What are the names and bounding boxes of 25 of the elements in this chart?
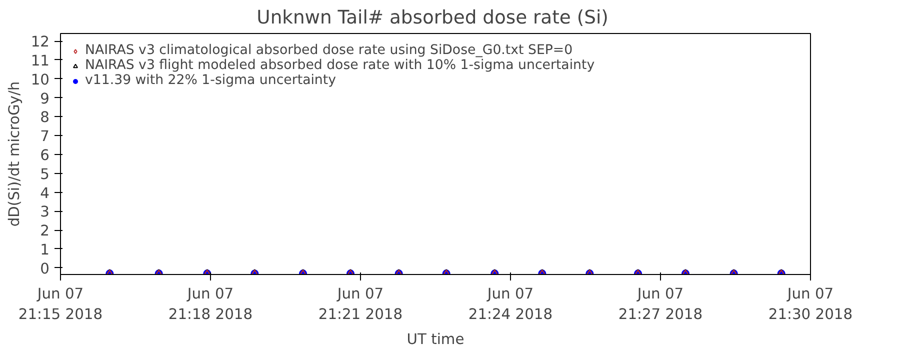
y-tick-label: 5: [40, 166, 50, 183]
y-tick-label: 1: [40, 241, 50, 258]
x-tick-label: Jun 07 21:30 2018: [768, 286, 853, 323]
y-tick-label: 4: [40, 184, 50, 202]
x-tick-label: Jun 07 21:24 2018: [468, 286, 553, 323]
y-tick-label: 8: [40, 109, 50, 126]
x-axis-title: UT time: [406, 330, 464, 348]
y-tick-label: 9: [40, 90, 50, 108]
y-tick-label: 12: [30, 34, 50, 51]
x-tick-label: Jun 07 21:15 2018: [18, 286, 103, 323]
y-tick-label: 11: [30, 52, 50, 70]
y-tick-label: 0: [40, 260, 50, 278]
x-tick-label: Jun 07 21:21 2018: [318, 286, 403, 323]
chart-title: Unknwn Tail# absorbed dose rate (Si): [256, 8, 608, 28]
y-tick-label: 7: [40, 128, 50, 146]
x-tick-label: Jun 07 21:27 2018: [618, 286, 703, 323]
y-tick-label: 6: [40, 146, 50, 164]
legend-label: v11.39 with 22% 1-sigma uncertainty: [85, 73, 336, 88]
y-tick-label: 2: [40, 222, 50, 240]
y-axis-title: dD(Si)/dt microGy/h: [6, 81, 23, 227]
y-tick-label: 10: [30, 71, 50, 88]
y-tick-label: 3: [40, 204, 50, 221]
legend-label: NAIRAS v3 climatological absorbed dose rate using SiDose_G0.txt SEP=0: [85, 43, 573, 58]
x-tick-label: Jun 07 21:18 2018: [168, 286, 253, 323]
legend-label: NAIRAS v3 flight modeled absorbed dose rate with 10% 1-sigma uncertainty: [85, 58, 595, 73]
